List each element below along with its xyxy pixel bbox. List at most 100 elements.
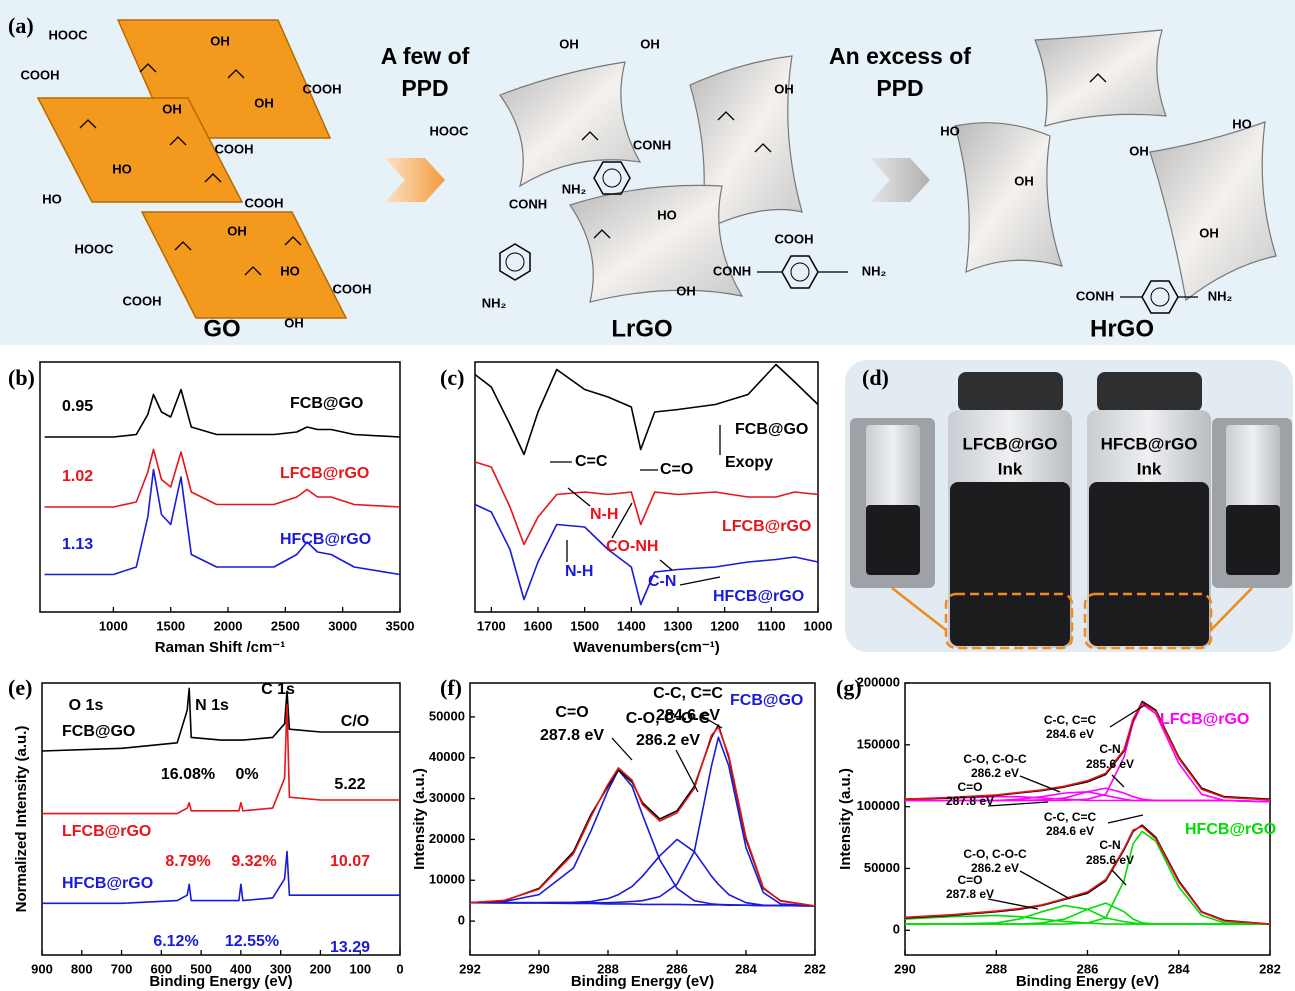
chemical-label: HOOC: [75, 241, 115, 256]
annotation: C-N: [1099, 838, 1120, 852]
x-tick-label: 2000: [214, 618, 243, 633]
annotation: Exopy: [725, 454, 773, 471]
spectrum-line: [45, 470, 400, 575]
annotation: 284.6 eV: [1046, 824, 1094, 838]
annotation: FCB@GO: [62, 723, 135, 740]
annotation: LFCB@rGO: [722, 518, 811, 535]
x-tick-label: 1300: [664, 618, 693, 633]
ink-label: Ink: [998, 459, 1023, 478]
chemical-label: COOH: [215, 141, 254, 156]
chemical-label: OH: [774, 81, 794, 96]
y-tick-label: 50000: [864, 860, 900, 875]
annotation: N-H: [565, 563, 593, 580]
chemical-label: An excess of: [829, 43, 971, 69]
x-tick-label: 900: [31, 961, 53, 976]
annotation: 287.8 eV: [946, 887, 994, 901]
annotation: 13.29: [330, 939, 370, 956]
annotation: C-N: [1099, 742, 1120, 756]
x-tick-label: 2500: [271, 618, 300, 633]
y-tick-label: 30000: [429, 790, 465, 805]
x-tick-label: 290: [528, 961, 550, 976]
annotation: 284.6 eV: [656, 707, 720, 724]
x-tick-label: 1700: [477, 618, 506, 633]
chemical-label: HO: [280, 263, 300, 278]
y-tick-label: 50000: [429, 708, 465, 723]
x-tick-label: 1100: [757, 618, 785, 633]
annotation: 287.8 eV: [946, 794, 994, 808]
chemical-label: A few of: [381, 43, 470, 69]
annotation: HFCB@rGO: [713, 588, 804, 605]
chemical-label: OH: [1129, 143, 1149, 158]
annotation: O 1s: [69, 697, 104, 714]
annotation: HFCB@rGO: [1185, 821, 1276, 838]
annotation: C-C, C=C: [653, 685, 723, 702]
x-tick-label: 1000: [804, 618, 833, 633]
panel-label: (e): [8, 675, 32, 700]
chemical-label: HOOC: [430, 123, 470, 138]
annotation: 1.13: [62, 536, 93, 553]
x-axis-label: Binding Energy (eV): [149, 973, 292, 990]
annotation: 8.79%: [165, 853, 210, 870]
chemical-label: CONH: [633, 137, 671, 152]
annotation: 6.12%: [153, 933, 198, 950]
chemical-label: OH: [1014, 173, 1034, 188]
ink-name: HFCB@rGO: [1101, 434, 1198, 453]
panel-label: (b): [8, 365, 35, 390]
x-axis-label: Binding Energy (eV): [1016, 973, 1159, 990]
annotation: 1.02: [62, 468, 93, 485]
x-tick-label: 284: [735, 961, 757, 976]
annotation: 285.6 eV: [1086, 757, 1134, 771]
chemical-label: HO: [112, 161, 132, 176]
chemical-label: HO: [42, 191, 62, 206]
x-tick-label: 288: [985, 961, 1007, 976]
chemical-label: CONH: [713, 263, 751, 278]
chemical-label: HrGO: [1090, 315, 1154, 342]
x-tick-label: 3500: [386, 618, 415, 633]
annotation: C=C: [575, 453, 608, 470]
y-tick-label: 20000: [429, 831, 465, 846]
x-tick-label: 0: [396, 961, 403, 976]
chemical-label: HOOC: [49, 27, 89, 42]
x-axis-label: Raman Shift /cm⁻¹: [155, 639, 285, 656]
annotation: C-C, C=C: [1044, 810, 1097, 824]
x-tick-label: 292: [459, 961, 481, 976]
figure: (a)HOOCOHCOOHCOOHOHOHCOOHHOHOCOOHOHHOOCH…: [0, 0, 1295, 991]
annotation: 285.6 eV: [1086, 853, 1134, 867]
x-tick-label: 282: [1259, 961, 1281, 976]
annotation: N 1s: [195, 697, 229, 714]
panel-label: (d): [862, 365, 889, 390]
annotation: 0.95: [62, 398, 93, 415]
annotation: LFCB@rGO: [1160, 711, 1249, 728]
plot-frame: [475, 362, 818, 612]
spectrum-line: [475, 365, 818, 455]
annotation: FCB@GO: [290, 395, 363, 412]
chemical-label: OH: [254, 95, 274, 110]
y-axis-label: Intensity (a.u.): [837, 768, 854, 870]
annotation: C-N: [648, 573, 676, 590]
chemical-label: OH: [227, 223, 247, 238]
chemical-label: COOH: [21, 67, 60, 82]
chemical-label: OH: [559, 36, 579, 51]
chemical-label: OH: [676, 283, 696, 298]
annotation: C=O: [555, 704, 588, 721]
x-axis-label: Binding Energy (eV): [571, 973, 714, 990]
chemical-label: CONH: [509, 196, 547, 211]
x-tick-label: 800: [71, 961, 93, 976]
y-axis-label: Intensity (a.u.): [411, 768, 428, 870]
annotation: HFCB@rGO: [280, 531, 371, 548]
chemical-label: COOH: [775, 231, 814, 246]
chemical-label: COOH: [333, 281, 372, 296]
panel-label: (f): [440, 675, 462, 700]
chemical-label: OH: [640, 36, 660, 51]
annotation: C=O: [957, 873, 982, 887]
chemical-label: OH: [162, 101, 182, 116]
annotation: LFCB@rGO: [280, 465, 369, 482]
annotation: FCB@GO: [730, 692, 803, 709]
chemical-label: PPD: [876, 75, 923, 101]
annotation: 16.08%: [161, 766, 215, 783]
x-tick-label: 100: [349, 961, 371, 976]
annotation: 284.6 eV: [1046, 727, 1094, 741]
annotation: 5.22: [334, 776, 365, 793]
x-tick-label: 200: [310, 961, 332, 976]
chemical-label: CONH: [1076, 288, 1114, 303]
